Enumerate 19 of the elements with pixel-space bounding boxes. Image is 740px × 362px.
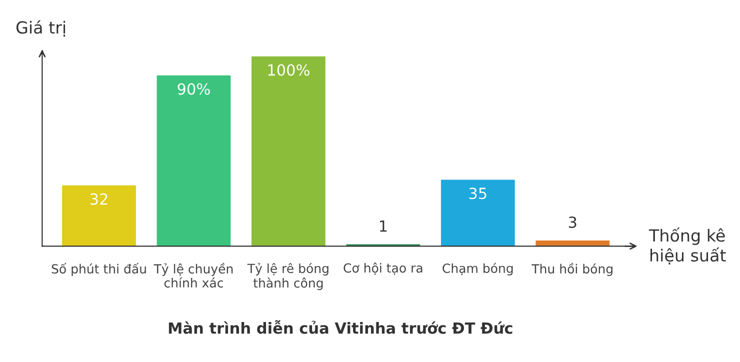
x-tick-label: Số phút thi đấu [52, 262, 146, 276]
data-label: 100% [268, 64, 310, 76]
x-tick-label: Tỷ lệ rê bóng thành công [247, 262, 328, 290]
y-axis-title: Giá trị [16, 20, 66, 37]
bar [62, 185, 136, 246]
bar [156, 75, 231, 246]
bar [252, 56, 326, 246]
x-tick-label: Cơ hội tạo ra [344, 262, 422, 275]
data-label: 32 [90, 193, 108, 205]
data-label: 3 [568, 216, 576, 228]
text: Màn trình diễn của Vitinha trước ĐT Đức [168, 320, 512, 334]
data-label: 35 [469, 188, 486, 200]
bar [440, 180, 515, 246]
x-tick-label: Thu hồi bóng [532, 262, 612, 276]
data-label: 90% [178, 83, 210, 95]
x-tick-label: Tỷ lệ chuyền chính xác [154, 262, 233, 288]
x-tick-label: Chạm bóng [442, 262, 513, 276]
x-axis-title: Thống kê hiệu suất [648, 227, 726, 264]
data-label: 1 [380, 220, 387, 232]
